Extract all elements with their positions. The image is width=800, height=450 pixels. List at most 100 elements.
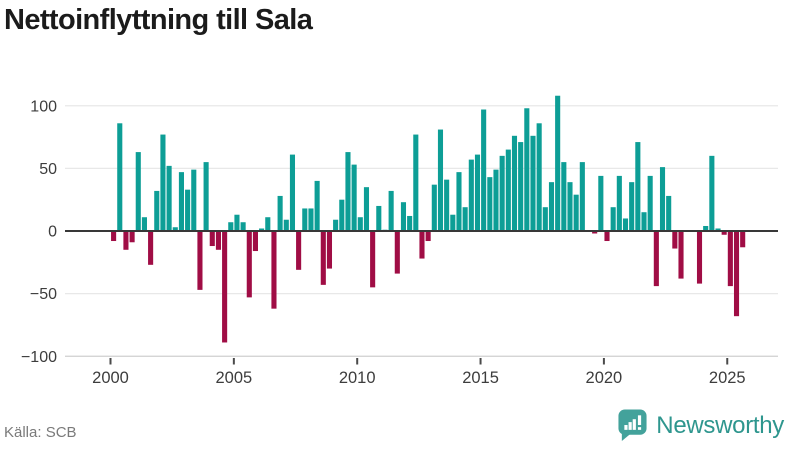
bar	[289, 154, 296, 231]
bar	[178, 172, 184, 231]
bar	[351, 164, 357, 231]
bar	[141, 217, 147, 231]
bar-chart: 100 50 0 −50 −100 2000 2005 2010 2015 2020 2025	[21, 95, 778, 387]
bar	[339, 199, 345, 231]
chart-title: Nettoinflyttning till Sala	[4, 4, 313, 36]
bar	[715, 228, 721, 231]
bar	[567, 182, 573, 231]
bar	[333, 219, 339, 231]
bar	[357, 217, 363, 231]
bar	[265, 217, 271, 231]
bar	[283, 219, 289, 231]
bar	[659, 167, 666, 231]
bar	[314, 180, 320, 231]
bar	[376, 205, 382, 231]
bar	[505, 149, 511, 231]
bar	[548, 182, 555, 231]
bar	[493, 169, 499, 231]
bar	[240, 222, 246, 231]
bar	[148, 231, 154, 265]
bar	[345, 152, 351, 231]
bar	[666, 195, 672, 231]
bar	[733, 231, 740, 317]
bar	[326, 231, 333, 269]
y-tick-label: −100	[21, 349, 57, 366]
x-tick-label: 2010	[339, 369, 376, 387]
bar	[635, 142, 641, 231]
bar	[641, 212, 647, 231]
bar	[573, 194, 579, 231]
bar	[653, 231, 659, 287]
bar	[487, 177, 493, 231]
newsworthy-wordmark: Newsworthy	[656, 411, 784, 439]
bar	[419, 231, 425, 259]
bar	[431, 184, 437, 231]
bar	[234, 214, 240, 231]
logo-bubble	[618, 409, 647, 435]
bar	[166, 165, 172, 231]
bar	[610, 207, 616, 231]
bar	[462, 207, 468, 231]
bar	[209, 231, 215, 247]
bar	[277, 195, 283, 231]
bar	[598, 175, 604, 231]
bar	[444, 179, 450, 231]
bar	[252, 231, 258, 252]
bar	[407, 215, 413, 231]
x-tick-label: 2020	[586, 369, 623, 387]
bar	[481, 109, 487, 231]
bar	[320, 231, 326, 285]
bar	[561, 162, 567, 231]
bar	[450, 214, 456, 231]
y-tick-label: 0	[48, 224, 57, 241]
x-tick-label: 2015	[462, 369, 499, 387]
bar	[394, 231, 400, 274]
bar	[302, 208, 308, 231]
bar	[703, 225, 709, 231]
bar	[672, 231, 678, 249]
bar	[135, 152, 141, 231]
bar	[536, 123, 542, 231]
bar	[555, 95, 561, 231]
bar	[542, 207, 548, 231]
bar	[647, 175, 653, 231]
bar	[160, 134, 166, 231]
bar	[616, 175, 622, 231]
bar	[678, 231, 684, 279]
x-tick-label: 2025	[709, 369, 746, 387]
bar	[271, 231, 277, 309]
bar	[185, 189, 191, 231]
bar	[456, 172, 462, 231]
bar	[622, 218, 629, 231]
newsworthy-bubble-icon	[618, 409, 647, 441]
bar	[228, 222, 234, 231]
bar	[511, 135, 518, 231]
bar	[154, 190, 160, 231]
y-tick-label: 50	[39, 161, 57, 178]
bar	[111, 231, 117, 242]
bar	[740, 231, 746, 248]
bar	[592, 231, 598, 234]
bar	[468, 159, 474, 231]
bar	[721, 231, 727, 235]
bar	[215, 231, 221, 250]
bar	[696, 231, 703, 284]
logo-bubble-tail	[622, 431, 631, 441]
newsworthy-logo: Newsworthy	[617, 408, 784, 443]
bar	[388, 190, 394, 231]
source-note: Källa: SCB	[4, 424, 77, 441]
bar	[727, 231, 733, 287]
bar	[530, 135, 536, 231]
bar	[246, 231, 252, 298]
bar	[222, 231, 228, 343]
bar	[518, 142, 524, 231]
bar	[363, 187, 370, 231]
bar	[425, 231, 431, 242]
x-tick-label: 2005	[215, 369, 252, 387]
bar	[197, 231, 203, 290]
y-tick-label: −50	[30, 286, 57, 303]
bar	[259, 228, 265, 231]
bar	[308, 208, 314, 231]
bar	[499, 155, 505, 231]
